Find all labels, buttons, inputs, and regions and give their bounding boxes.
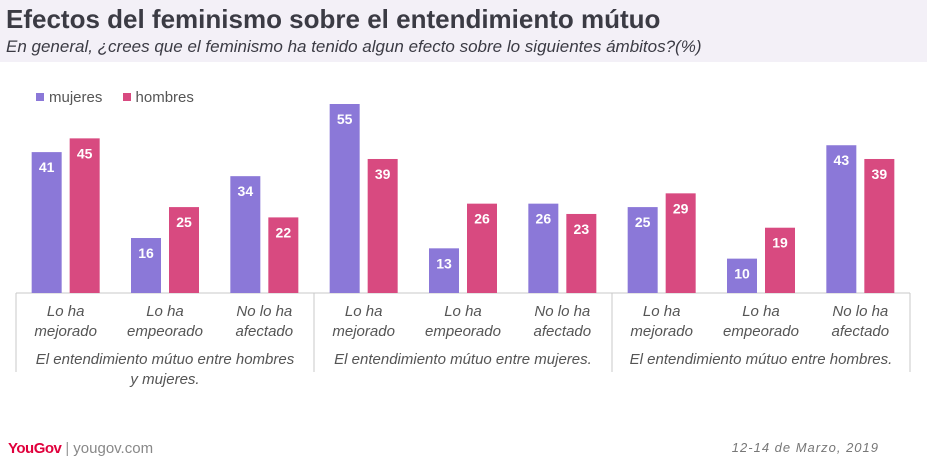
category-label: empeorado	[723, 323, 799, 340]
data-label: 39	[872, 166, 888, 182]
category-label: Lo ha	[742, 303, 780, 320]
data-label: 26	[536, 211, 552, 227]
bar-hombres	[467, 203, 497, 293]
group-label: El entendimiento mútuo entre mujeres.	[334, 351, 592, 368]
data-label: 29	[673, 200, 689, 216]
data-label: 13	[436, 255, 452, 271]
category-label: Lo ha	[146, 303, 184, 320]
chart-subtitle: En general, ¿crees que el feminismo ha t…	[6, 37, 702, 56]
bar-chart: 41 45 Lo ha mejorado 16 25 Lo ha empeorado 34 22 N…	[15, 104, 911, 388]
legend-label-mujeres: mujeres	[49, 88, 103, 106]
data-label: 41	[39, 159, 55, 175]
bar-hombres	[566, 213, 597, 293]
footer-date: 12-14 de Marzo, 2019	[731, 440, 879, 455]
footer-separator: |	[65, 440, 70, 457]
bar-mujeres	[31, 152, 62, 293]
category-label: afectado	[534, 323, 592, 340]
group-label: El entendimiento mútuo entre hombres	[36, 351, 295, 368]
group-label: y mujeres.	[129, 371, 199, 388]
bar-mujeres	[329, 104, 360, 293]
category-label: No lo ha	[236, 303, 292, 320]
legend-swatch-hombres	[122, 93, 131, 101]
data-label: 25	[176, 214, 192, 230]
data-label: 23	[574, 221, 590, 237]
category-label: No lo ha	[534, 303, 590, 320]
bar-hombres	[765, 227, 795, 293]
category-label: Lo ha	[643, 303, 681, 320]
legend-item-mujeres: mujeres	[36, 89, 102, 106]
category-label: Lo ha	[345, 303, 383, 320]
bar-mujeres	[528, 203, 559, 293]
bar-hombres	[864, 158, 895, 293]
data-label: 45	[77, 145, 93, 161]
category-label: No lo ha	[832, 303, 888, 320]
footer-brand: YouGov | yougov.com	[8, 440, 153, 457]
bar-hombres	[367, 158, 398, 293]
legend-swatch-mujeres	[36, 93, 44, 101]
bar-hombres	[665, 193, 696, 293]
bar-mujeres	[131, 238, 161, 293]
category-label: mejorado	[332, 323, 395, 340]
bar-mujeres	[230, 176, 261, 293]
bar-hombres	[69, 138, 100, 293]
data-label: 25	[635, 214, 651, 230]
data-label: 22	[276, 224, 292, 240]
bar-hombres	[268, 217, 299, 293]
data-label: 39	[375, 166, 391, 182]
title-banner: Efectos del feminismo sobre el entendimi…	[0, 0, 927, 62]
bar-mujeres	[429, 248, 459, 293]
category-label: afectado	[832, 323, 890, 340]
data-label: 34	[238, 183, 254, 199]
data-label: 10	[734, 266, 750, 282]
data-label: 19	[772, 235, 788, 251]
footer-url: yougov.com	[73, 440, 154, 457]
category-label: Lo ha	[47, 303, 85, 320]
category-label: empeorado	[127, 323, 203, 340]
legend: mujeres hombres	[36, 88, 210, 106]
bar-hombres	[169, 207, 199, 293]
legend-item-hombres: hombres	[122, 88, 194, 106]
data-label: 43	[834, 152, 850, 168]
bar-mujeres	[627, 207, 658, 293]
category-label: mejorado	[34, 323, 97, 340]
bar-mujeres	[727, 258, 757, 293]
chart-title: Efectos del feminismo sobre el entendimi…	[6, 4, 661, 34]
category-label: Lo ha	[444, 303, 482, 320]
category-label: afectado	[236, 323, 294, 340]
yougov-logo: YouGov	[8, 440, 62, 457]
data-label: 26	[474, 211, 490, 227]
category-label: mejorado	[630, 323, 693, 340]
data-label: 55	[337, 111, 353, 127]
category-label: empeorado	[425, 323, 501, 340]
bar-mujeres	[826, 145, 857, 293]
group-label: El entendimiento mútuo entre hombres.	[630, 351, 893, 368]
legend-label-hombres: hombres	[135, 88, 194, 106]
data-label: 16	[138, 245, 154, 261]
